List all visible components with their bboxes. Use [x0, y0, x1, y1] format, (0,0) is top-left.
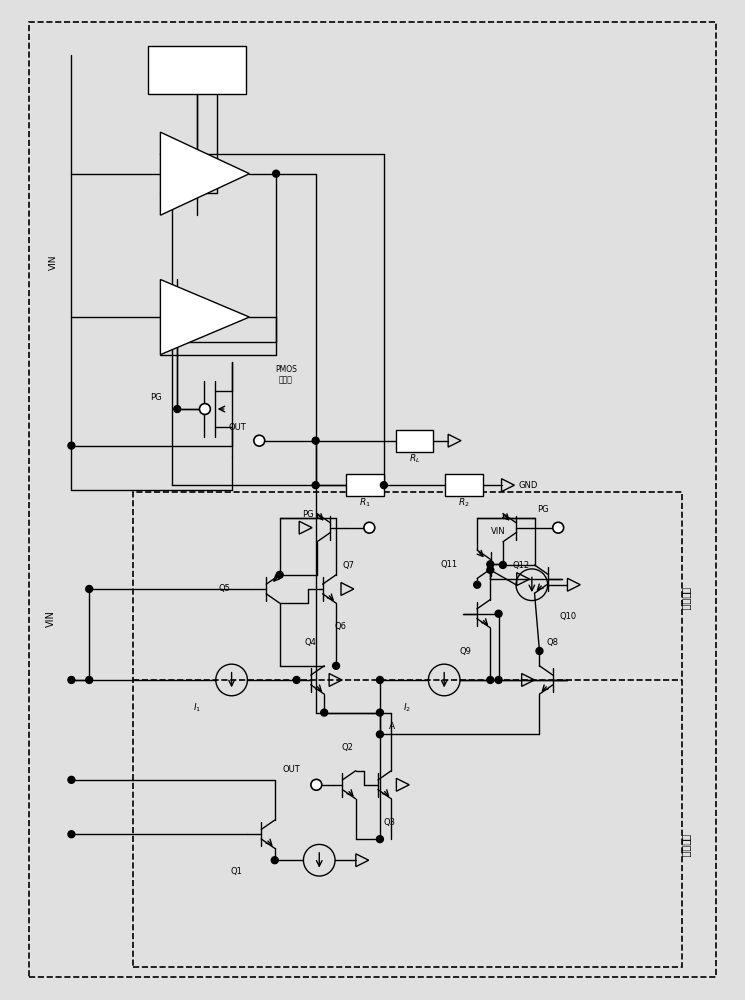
- Text: Buffer: Buffer: [193, 313, 217, 322]
- Circle shape: [364, 522, 375, 533]
- Circle shape: [276, 571, 283, 578]
- Text: $R_1$: $R_1$: [359, 497, 371, 509]
- Circle shape: [293, 677, 300, 683]
- Circle shape: [495, 610, 502, 617]
- Text: Q12: Q12: [513, 561, 530, 570]
- Text: PG: PG: [302, 510, 314, 519]
- Circle shape: [68, 776, 75, 783]
- Circle shape: [86, 586, 92, 592]
- Text: Bandgap: Bandgap: [177, 65, 217, 74]
- Text: Q1: Q1: [231, 867, 242, 876]
- Bar: [148, 46, 247, 94]
- Circle shape: [174, 406, 181, 412]
- Circle shape: [68, 677, 75, 683]
- Circle shape: [376, 731, 384, 738]
- Text: GND: GND: [519, 481, 538, 490]
- Text: Q4: Q4: [305, 638, 317, 647]
- Circle shape: [200, 404, 210, 414]
- Text: Q9: Q9: [459, 647, 471, 656]
- Polygon shape: [160, 279, 250, 355]
- Text: Q11: Q11: [440, 560, 457, 569]
- Bar: [346, 474, 384, 496]
- Text: Q8: Q8: [547, 638, 559, 647]
- Circle shape: [312, 482, 319, 489]
- Circle shape: [271, 857, 278, 864]
- Circle shape: [332, 662, 340, 669]
- Text: VIN: VIN: [491, 527, 506, 536]
- Circle shape: [486, 566, 494, 573]
- Circle shape: [68, 831, 75, 838]
- Text: $I_2$: $I_2$: [402, 701, 410, 714]
- Bar: [446, 474, 483, 496]
- Text: $I_1$: $I_1$: [193, 701, 201, 714]
- Circle shape: [273, 170, 279, 177]
- Text: OUT: OUT: [283, 765, 300, 774]
- Text: PG: PG: [538, 505, 549, 514]
- Circle shape: [536, 648, 543, 654]
- Bar: [396, 430, 434, 452]
- Text: Q10: Q10: [559, 612, 577, 621]
- Circle shape: [553, 522, 564, 533]
- Circle shape: [86, 677, 92, 683]
- Circle shape: [254, 435, 264, 446]
- Circle shape: [312, 437, 319, 444]
- Text: PMOS
调整管: PMOS 调整管: [275, 365, 297, 384]
- Circle shape: [486, 561, 494, 568]
- Circle shape: [311, 779, 322, 790]
- Text: $R_2$: $R_2$: [458, 497, 470, 509]
- Circle shape: [474, 581, 481, 588]
- Polygon shape: [160, 132, 250, 215]
- Text: A: A: [389, 722, 395, 731]
- Text: Q3: Q3: [384, 818, 396, 827]
- Text: PG: PG: [150, 393, 161, 402]
- Circle shape: [68, 442, 75, 449]
- Text: +: +: [162, 188, 171, 198]
- Text: VIN: VIN: [49, 255, 58, 270]
- Circle shape: [495, 677, 502, 683]
- Circle shape: [376, 836, 384, 843]
- Circle shape: [486, 677, 494, 683]
- Text: $R_L$: $R_L$: [409, 452, 420, 465]
- Text: Q6: Q6: [335, 622, 346, 631]
- Circle shape: [376, 677, 384, 683]
- Circle shape: [381, 482, 387, 489]
- Text: Q2: Q2: [341, 743, 353, 752]
- Circle shape: [376, 709, 384, 716]
- Text: 瞬态增强: 瞬态增强: [682, 587, 691, 611]
- Text: Q5: Q5: [219, 584, 231, 593]
- Circle shape: [499, 562, 507, 568]
- Text: Q7: Q7: [342, 561, 355, 570]
- Text: -: -: [165, 149, 168, 159]
- Text: OUT: OUT: [229, 423, 247, 432]
- Text: Opamp: Opamp: [191, 169, 219, 178]
- Text: 电压取样: 电压取样: [682, 834, 691, 858]
- Text: VIN: VIN: [45, 610, 56, 627]
- Circle shape: [321, 709, 328, 716]
